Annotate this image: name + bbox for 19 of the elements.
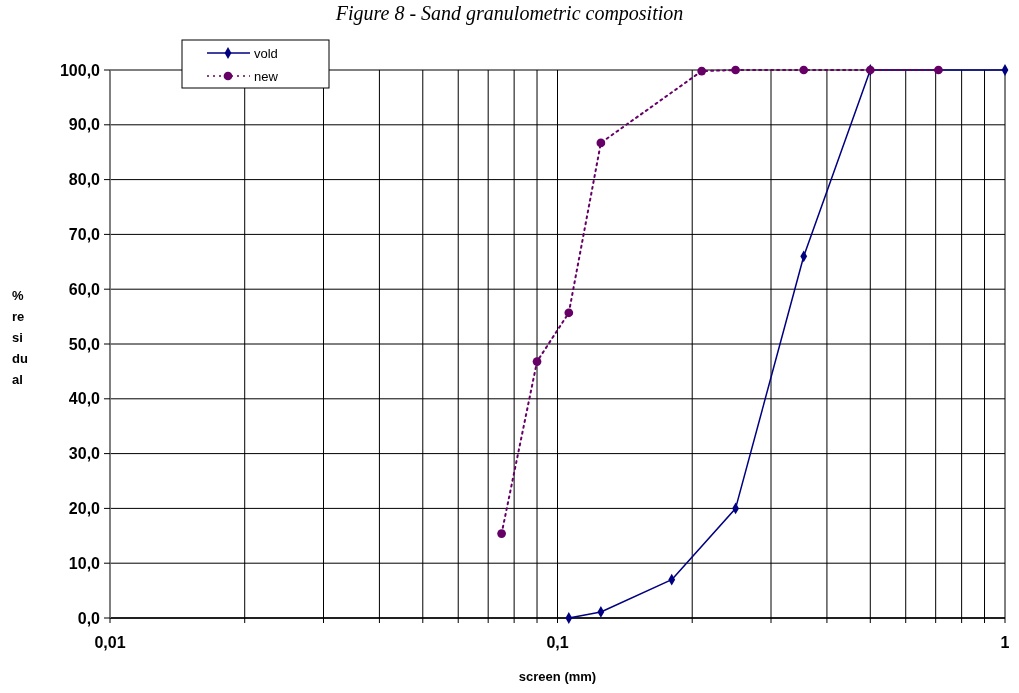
y-tick-label: 60,0 (68, 280, 101, 298)
x-tick-label: 0,1 (546, 634, 569, 651)
y-tick-label: 30,0 (68, 445, 101, 463)
y-axis-title: % residual (12, 288, 28, 387)
y-tick-label: 90,0 (68, 116, 101, 134)
x-tick-label: 0,01 (94, 634, 126, 651)
y-tick-label: 40,0 (68, 390, 101, 408)
y-tick-label: 10,0 (68, 554, 101, 572)
y-tick-label: 0,0 (77, 609, 101, 627)
y-tick-label: 80,0 (68, 171, 101, 189)
y-tick-label: 100,0 (59, 61, 101, 79)
chart-title: Figure 8 - Sand granulometric composition (334, 2, 684, 25)
y-tick-label: 50,0 (68, 335, 101, 353)
x-axis-title: screen (mm) (518, 669, 597, 684)
y-tick-label: 70,0 (68, 226, 101, 243)
legend-label: new (254, 68, 279, 84)
x-tick-label: 1 (1000, 634, 1010, 651)
legend-label: vold (254, 45, 278, 61)
y-tick-label: 20,0 (68, 500, 101, 517)
